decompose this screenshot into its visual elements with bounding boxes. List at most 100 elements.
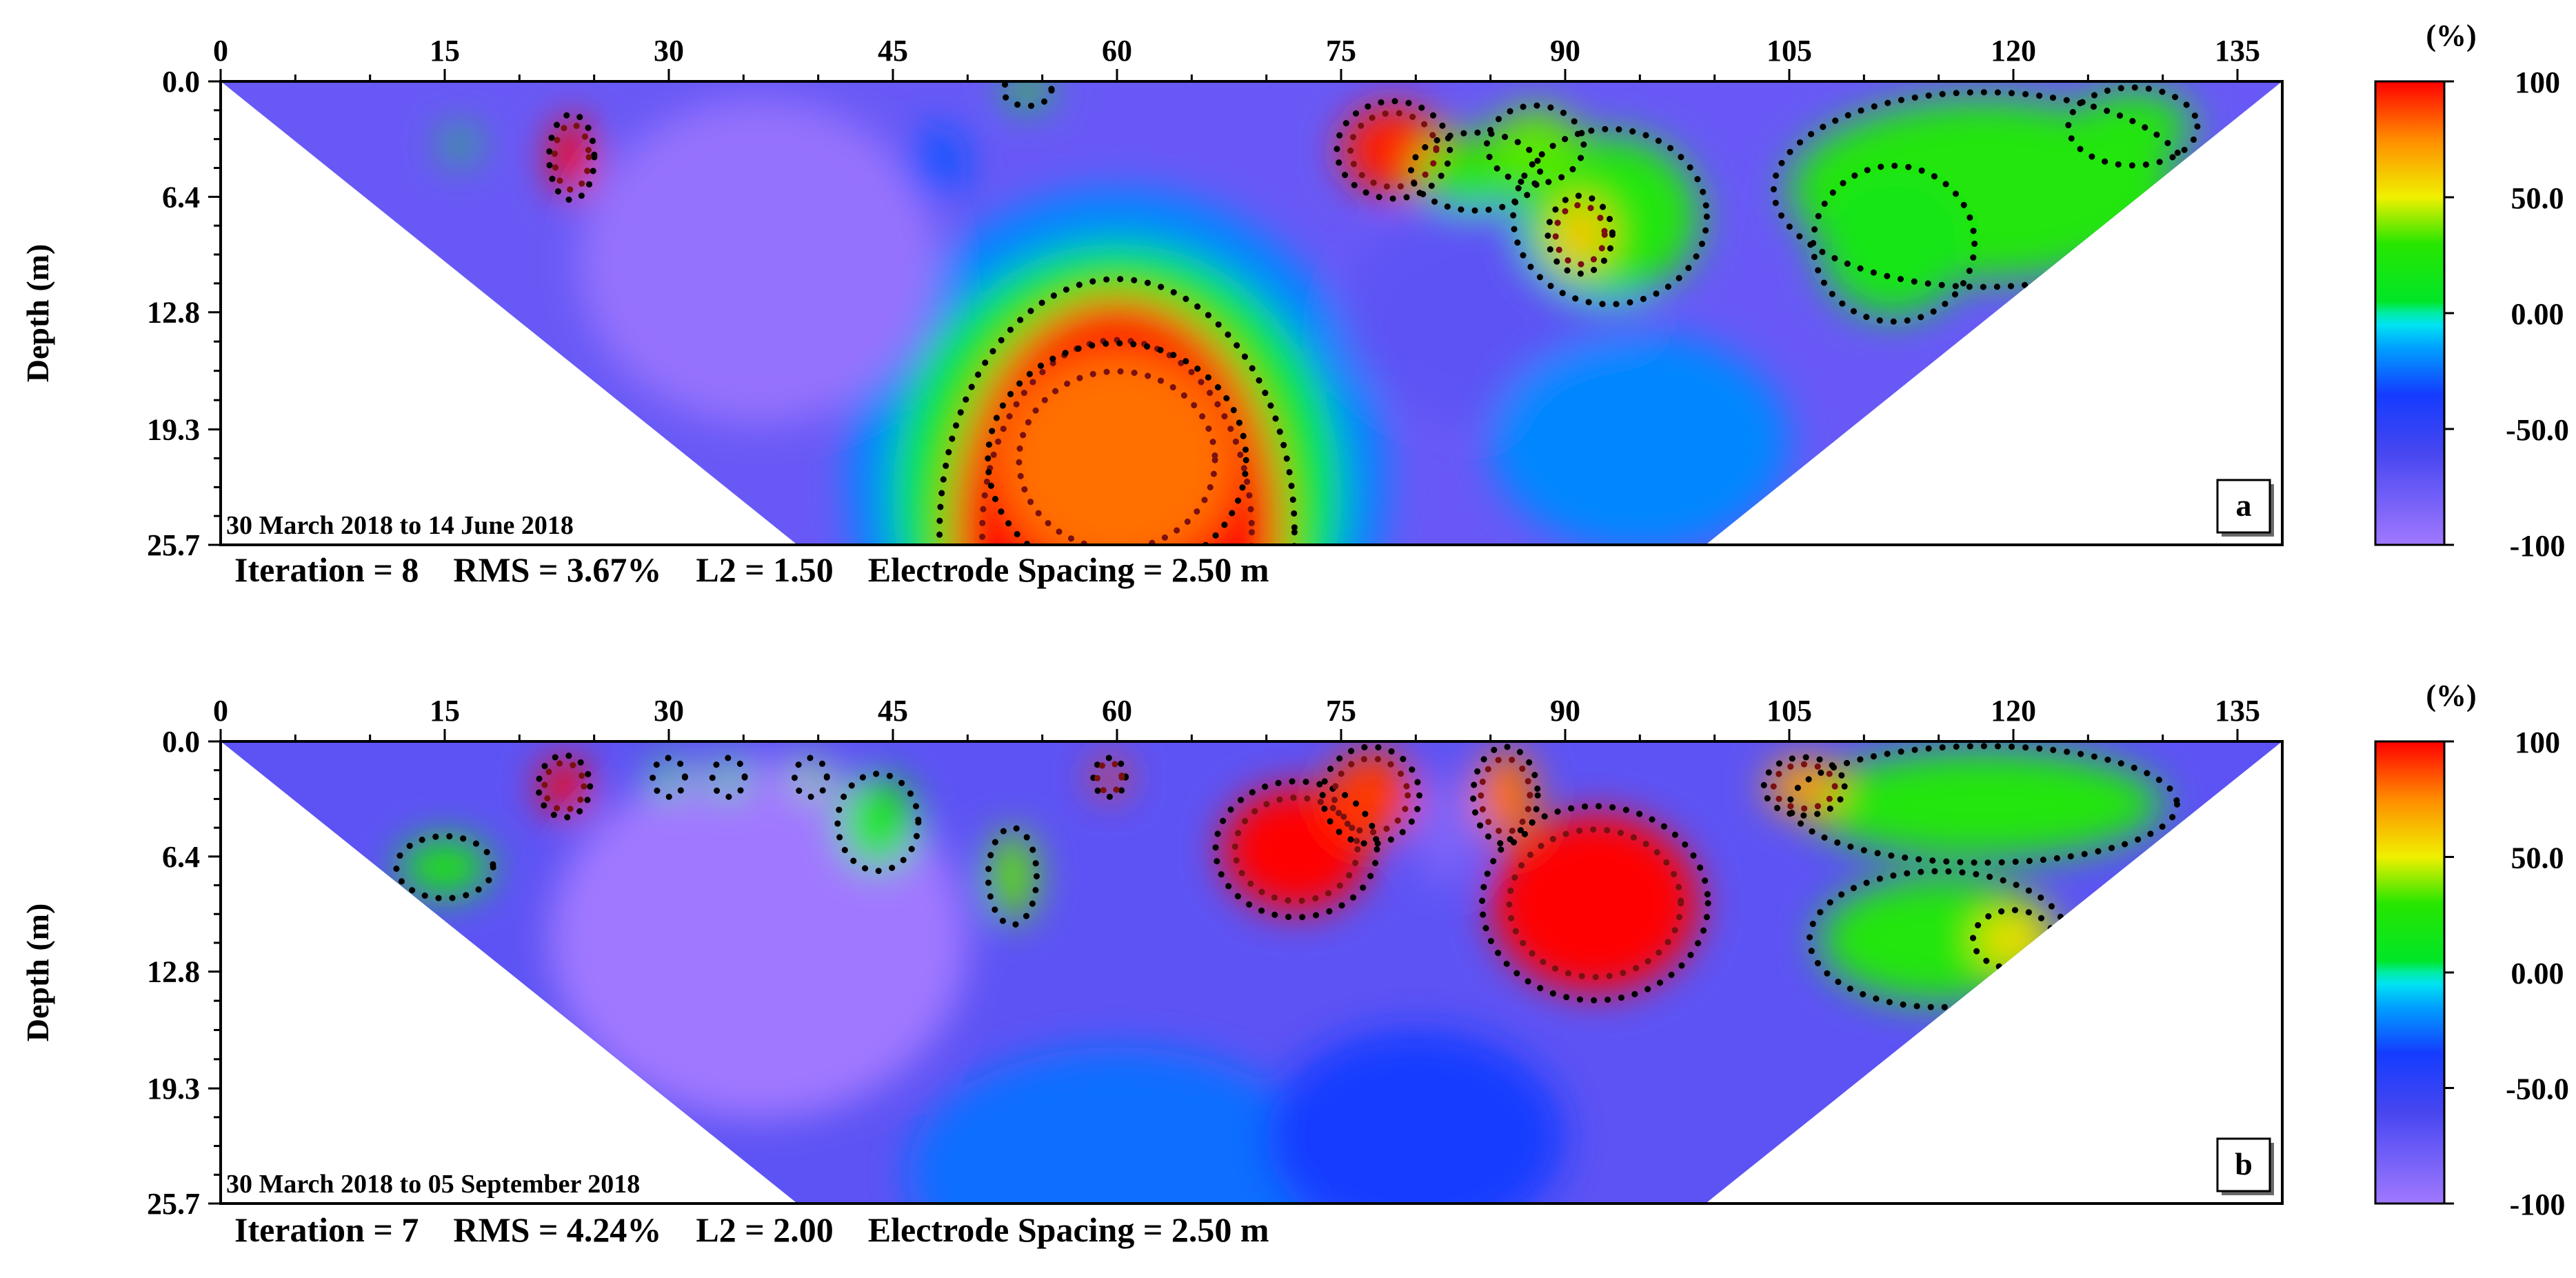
contour-inner-10 xyxy=(1016,368,1218,545)
anomaly-18 xyxy=(1005,81,1050,105)
y-tick-label-1: 6.4 xyxy=(162,840,200,874)
contour-11 xyxy=(1470,743,1541,848)
x-tick-label-8: 120 xyxy=(1991,694,2036,728)
y-tick-label-0: 0.0 xyxy=(162,725,200,759)
x-tick-label-3: 45 xyxy=(878,34,908,68)
contour-inner-7 xyxy=(1094,759,1125,796)
y-tick-label-4: 25.7 xyxy=(147,528,200,562)
contour-inner-9 xyxy=(979,337,1255,545)
contour-2 xyxy=(1407,129,1544,214)
x-tick-label-5: 75 xyxy=(1326,34,1356,68)
contour-6 xyxy=(985,824,1040,928)
contour-inner-11 xyxy=(1478,755,1533,836)
x-tick-label-8: 120 xyxy=(1991,34,2036,68)
x-tick-label-6: 90 xyxy=(1550,34,1580,68)
contour-inner-8 xyxy=(1231,795,1361,904)
anomaly-4 xyxy=(1550,198,1611,271)
x-tick-label-1: 15 xyxy=(430,34,460,68)
anomaly-8 xyxy=(2073,90,2193,163)
anomaly-18 xyxy=(1266,1029,1565,1204)
contour-9 xyxy=(1319,743,1423,848)
colorbar-label-1: 50.0 xyxy=(2511,181,2564,215)
x-tick-label-6: 90 xyxy=(1550,694,1580,728)
anomaly-5 xyxy=(1490,108,1580,181)
anomaly-1 xyxy=(400,838,490,897)
colorbar-unit: (%) xyxy=(2426,19,2476,52)
contour-10 xyxy=(985,340,1249,545)
date-range-label: 30 March 2018 to 14 June 2018 xyxy=(226,511,574,540)
contour-inner-12 xyxy=(1770,761,1838,812)
anomaly-13 xyxy=(579,99,938,424)
x-tick-label-4: 60 xyxy=(1102,34,1132,68)
pseudosection xyxy=(221,81,2282,545)
anomaly-15 xyxy=(907,126,968,199)
anomaly-10 xyxy=(997,352,1237,545)
colorbar-label-0: 100 xyxy=(2515,726,2560,759)
anomaly-6 xyxy=(989,831,1035,921)
contour-2 xyxy=(650,755,688,800)
contour-18 xyxy=(1000,81,1055,110)
colorbar xyxy=(2374,740,2446,1205)
contour-13 xyxy=(1787,743,2180,866)
anomaly-13 xyxy=(1804,750,2163,859)
contour-8 xyxy=(2065,84,2201,169)
colorbar-label-2: 0.00 xyxy=(2511,297,2564,331)
contour-3 xyxy=(1510,126,1710,308)
contour-12 xyxy=(1760,754,1848,819)
contour-5 xyxy=(1483,102,1587,187)
y-tick-label-2: 12.8 xyxy=(147,955,200,989)
anomaly-19 xyxy=(1416,777,1476,886)
anomaly-17 xyxy=(907,1047,1327,1204)
contour-inner-9 xyxy=(1331,755,1411,836)
anomaly-9 xyxy=(1326,750,1416,841)
contour-3 xyxy=(709,755,748,800)
x-tick-label-2: 30 xyxy=(654,34,684,68)
y-axis-label: Depth (m) xyxy=(20,244,55,383)
colorbar-unit: (%) xyxy=(2426,679,2476,712)
stats-line: Iteration = 7 RMS = 4.24% L2 = 2.00 Elec… xyxy=(234,1210,1269,1249)
x-tick-label-9: 135 xyxy=(2215,694,2260,728)
anomaly-16 xyxy=(1490,334,1789,545)
colorbar-label-3: -50.0 xyxy=(2506,413,2569,447)
colorbar-label-4: -100 xyxy=(2510,1188,2566,1221)
contour-1 xyxy=(1334,98,1453,202)
y-tick-label-3: 19.3 xyxy=(147,1072,200,1106)
panel-a: 0 15 30 45 60 75 90 105 120 135 0.0 6.4 12.8 19.3 25.7… xyxy=(20,19,2569,589)
y-tick-label-4: 25.7 xyxy=(147,1187,200,1221)
x-tick-label-5: 75 xyxy=(1326,694,1356,728)
panel-label: b xyxy=(2235,1146,2253,1181)
x-tick-label-1: 15 xyxy=(430,694,460,728)
stats-line: Iteration = 8 RMS = 3.67% L2 = 1.50 Elec… xyxy=(234,550,1269,589)
y-tick-label-0: 0.0 xyxy=(162,65,200,99)
x-tick-label-4: 60 xyxy=(1102,694,1132,728)
x-tick-label-2: 30 xyxy=(654,694,684,728)
colorbar xyxy=(2374,80,2446,546)
colorbar-label-3: -50.0 xyxy=(2506,1072,2569,1106)
x-tick-label-0: 0 xyxy=(213,694,228,728)
anomaly-0 xyxy=(540,757,588,815)
anomaly-17 xyxy=(445,130,475,159)
y-tick-label-1: 6.4 xyxy=(162,180,200,214)
anomaly-11 xyxy=(1476,750,1536,841)
contour-0 xyxy=(545,111,598,203)
contour-4 xyxy=(791,755,830,800)
contour-inner-1 xyxy=(1347,110,1440,190)
anomaly-4 xyxy=(796,759,826,796)
y-tick-label-2: 12.8 xyxy=(147,296,200,330)
colorbar-label-4: -100 xyxy=(2510,529,2566,563)
x-tick-label-7: 105 xyxy=(1767,34,1812,68)
contour-inner-4 xyxy=(1552,201,1608,268)
colorbar-label-2: 0.00 xyxy=(2511,957,2564,990)
contour-1 xyxy=(393,832,496,902)
contour-7 xyxy=(1810,162,1978,325)
anomaly-7 xyxy=(1819,171,1969,316)
panel-label-box xyxy=(2216,1137,2271,1192)
anomaly-5 xyxy=(841,777,916,868)
colorbar-label-0: 100 xyxy=(2515,66,2560,99)
contour-inner-0 xyxy=(551,121,592,193)
anomaly-3 xyxy=(714,759,744,796)
anomaly-2 xyxy=(654,759,684,796)
x-tick-label-7: 105 xyxy=(1767,694,1812,728)
x-tick-label-0: 0 xyxy=(213,34,228,68)
contour-5 xyxy=(834,770,922,875)
